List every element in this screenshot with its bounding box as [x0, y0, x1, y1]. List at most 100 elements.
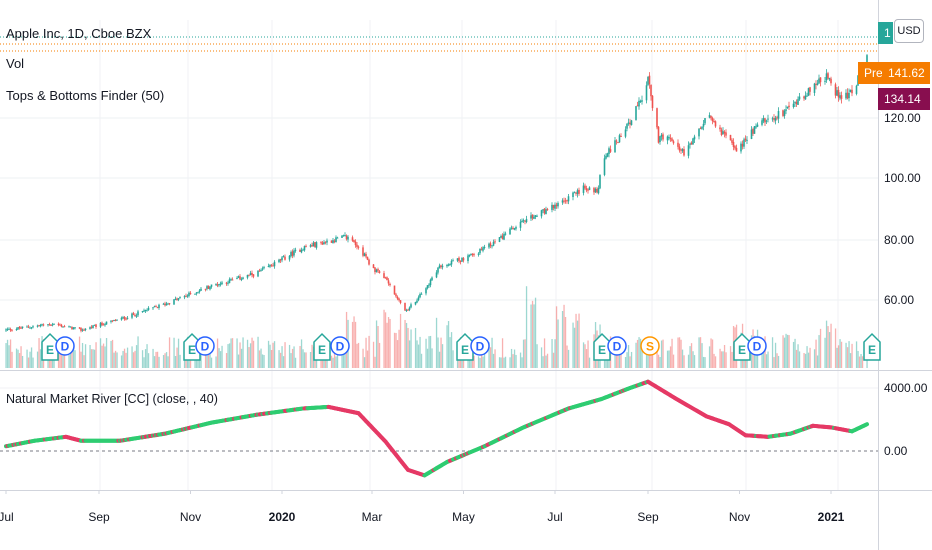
volume-bar: [500, 357, 502, 368]
volume-bar: [729, 346, 732, 368]
candle-body: [452, 260, 454, 262]
candle-body: [294, 249, 297, 251]
candle-body: [530, 215, 532, 219]
candle-body: [551, 204, 553, 210]
earnings-marker[interactable]: E: [313, 332, 331, 361]
candle-body: [704, 118, 706, 124]
candle-body: [855, 85, 858, 94]
candle-body: [399, 300, 402, 304]
volume-bar: [492, 353, 495, 368]
volume-bar: [153, 356, 156, 368]
candle-body: [794, 102, 796, 104]
earnings-marker[interactable]: E: [733, 332, 751, 361]
river-indicator-label[interactable]: Natural Market River [CC] (close, , 40): [6, 392, 218, 406]
earnings-marker[interactable]: E: [863, 332, 881, 361]
candle-body: [416, 300, 418, 303]
candle-body: [818, 78, 820, 84]
candle-body: [575, 192, 577, 194]
currency-button[interactable]: USD: [894, 19, 924, 43]
volume-bar: [525, 286, 528, 368]
earnings-marker[interactable]: E: [183, 332, 201, 361]
candle-body: [536, 215, 538, 217]
volume-bar: [692, 351, 694, 368]
volume-bar: [561, 311, 564, 368]
volume-bar: [111, 339, 114, 368]
candle-body: [669, 138, 672, 140]
volume-bar: [162, 355, 165, 368]
candle-body: [284, 256, 286, 260]
volume-bar: [426, 348, 429, 368]
volume-bar: [566, 345, 568, 368]
candle-body: [815, 83, 817, 85]
candle-body: [197, 292, 199, 294]
candle-body: [357, 246, 360, 248]
earnings-marker-shape: [863, 332, 881, 361]
candle-body: [210, 284, 213, 287]
volume-bar: [450, 332, 453, 368]
volume-bar: [114, 350, 117, 368]
candle-body: [137, 311, 139, 316]
candle-body: [672, 141, 675, 144]
candle-body: [102, 324, 105, 326]
volume-bar: [333, 341, 336, 368]
volume-indicator-label[interactable]: Vol: [6, 56, 25, 71]
volume-bar: [678, 337, 681, 368]
candle-body: [666, 136, 669, 141]
dividend-marker[interactable]: D: [470, 336, 490, 356]
candle-body: [312, 242, 315, 247]
volume-bar: [515, 354, 517, 368]
dividend-marker[interactable]: D: [55, 336, 75, 356]
candle-body: [8, 328, 10, 330]
volume-bar: [519, 352, 522, 368]
earnings-marker[interactable]: E: [456, 332, 474, 361]
split-marker[interactable]: S: [640, 336, 660, 356]
candle-body: [278, 259, 280, 263]
volume-bar: [39, 349, 42, 368]
candle-body: [228, 279, 231, 284]
volume-bar: [482, 356, 484, 368]
dividend-marker[interactable]: D: [607, 336, 627, 356]
volume-bar: [573, 327, 576, 368]
volume-bar: [699, 337, 702, 368]
dividend-marker[interactable]: D: [195, 336, 215, 356]
candle-body: [678, 146, 681, 151]
candle-body: [725, 132, 727, 136]
candle-body: [606, 153, 609, 157]
candle-body: [435, 272, 438, 278]
river-axis-tick: 0.00: [884, 444, 908, 458]
candle-body: [743, 139, 745, 147]
earnings-marker[interactable]: E: [593, 332, 611, 361]
candle-body: [207, 285, 210, 289]
volume-bar: [267, 340, 270, 368]
tops-bottoms-indicator-label[interactable]: Tops & Bottoms Finder (50): [6, 88, 165, 103]
candle-body: [68, 326, 70, 328]
candle-body: [510, 227, 513, 229]
time-axis-tick: Sep: [637, 510, 659, 524]
candle-body: [603, 158, 606, 175]
dividend-marker[interactable]: D: [747, 336, 767, 356]
volume-bar: [104, 346, 106, 368]
candle-body: [515, 227, 517, 229]
candle-body: [291, 251, 294, 256]
volume-bar: [281, 346, 283, 368]
candle-body: [752, 128, 754, 134]
candle-body: [173, 299, 175, 305]
candle-body: [50, 324, 52, 326]
earnings-marker[interactable]: E: [41, 332, 59, 361]
volume-bar: [230, 338, 232, 368]
volume-bar: [627, 345, 630, 368]
candle-body: [290, 252, 292, 257]
volume-bar: [626, 352, 628, 368]
dividend-marker[interactable]: D: [330, 336, 350, 356]
volume-bar: [689, 346, 691, 368]
volume-bar: [510, 348, 513, 368]
candle-body: [9, 329, 12, 331]
candle-body: [176, 298, 178, 300]
time-axis-tick: Jul: [547, 510, 562, 524]
time-axis-tick: Sep: [88, 510, 110, 524]
candle-body: [51, 324, 54, 326]
volume-bar: [263, 355, 265, 368]
candle-body: [849, 89, 852, 93]
candle-body: [851, 89, 853, 94]
